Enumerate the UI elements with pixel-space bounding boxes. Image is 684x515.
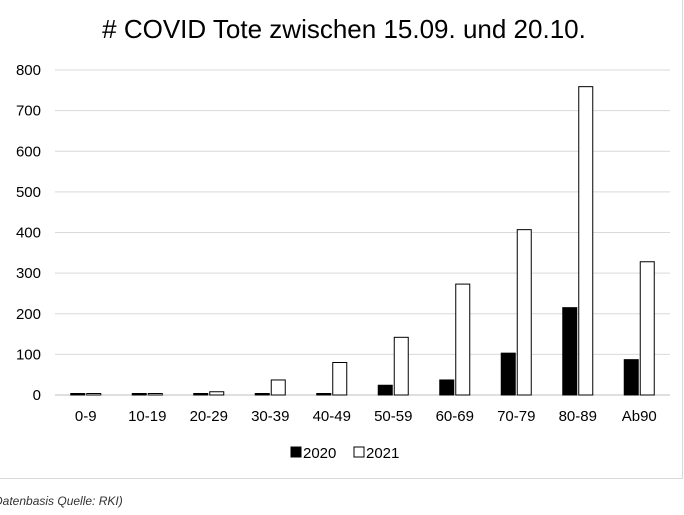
bar-2020-80-89 [562,307,578,396]
y-tick-label: 800 [16,62,41,79]
y-axis-tick-labels: 0 100 200 300 400 500 600 700 800 [16,62,41,404]
legend: 2020 2021 [290,445,399,462]
y-tick-label: 200 [16,306,41,323]
chart-frame [0,0,683,479]
bar-2021-10-19 [147,393,163,396]
bar-2021-50-59 [393,336,409,396]
x-tick-label: 10-19 [128,408,166,425]
bar-2020-0-9 [70,393,86,396]
bar-2021-0-9 [86,393,102,396]
bar-2021-20-29 [209,391,225,396]
x-tick-label: 30-39 [251,408,289,425]
x-tick-label: 50-59 [374,408,412,425]
x-tick-label: 70-79 [497,408,535,425]
bar-2021-70-79 [516,229,532,396]
bar-2020-40-49 [316,393,332,396]
y-tick-label: 500 [16,184,41,201]
bar-2021-30-39 [270,379,286,396]
gridlines [55,69,670,396]
source-note: Datenbasis Quelle: RKI) [0,494,123,508]
x-tick-label: Ab90 [622,408,657,425]
bar-2021-Ab90 [639,261,655,396]
legend-swatch-2021 [353,446,365,458]
x-tick-label: 80-89 [559,408,597,425]
y-tick-label: 300 [16,265,41,282]
y-tick-label: 0 [33,387,41,404]
x-axis-tick-labels: 0-9 10-19 20-29 30-39 40-49 50-59 60-69 70-79 80… [75,408,657,425]
bar-2021-40-49 [332,362,348,396]
x-tick-label: 60-69 [436,408,474,425]
y-tick-label: 400 [16,225,41,242]
bar-2021-80-89 [578,86,594,396]
y-tick-label: 100 [16,346,41,363]
chart-title: # COVID Tote zwischen 15.09. und 20.10. [102,14,586,44]
legend-label-2020: 2020 [303,445,336,462]
x-tick-label: 0-9 [75,408,97,425]
x-tick-label: 20-29 [190,408,228,425]
bar-2020-50-59 [377,384,393,396]
y-tick-label: 600 [16,143,41,160]
x-tick-label: 40-49 [313,408,351,425]
bars [70,86,655,396]
bar-2020-20-29 [193,393,209,396]
bar-2020-70-79 [500,352,516,396]
y-tick-label: 700 [16,103,41,120]
bar-2021-60-69 [455,283,471,396]
bar-2020-10-19 [131,393,147,396]
bar-chart: 0 100 200 300 400 500 600 700 800 0-9 10-19 20-29 3… [16,62,670,462]
legend-label-2021: 2021 [366,445,399,462]
bar-2020-30-39 [254,393,270,396]
legend-swatch-2020 [290,446,302,458]
bar-2020-60-69 [439,379,455,396]
bar-2020-Ab90 [623,359,639,396]
